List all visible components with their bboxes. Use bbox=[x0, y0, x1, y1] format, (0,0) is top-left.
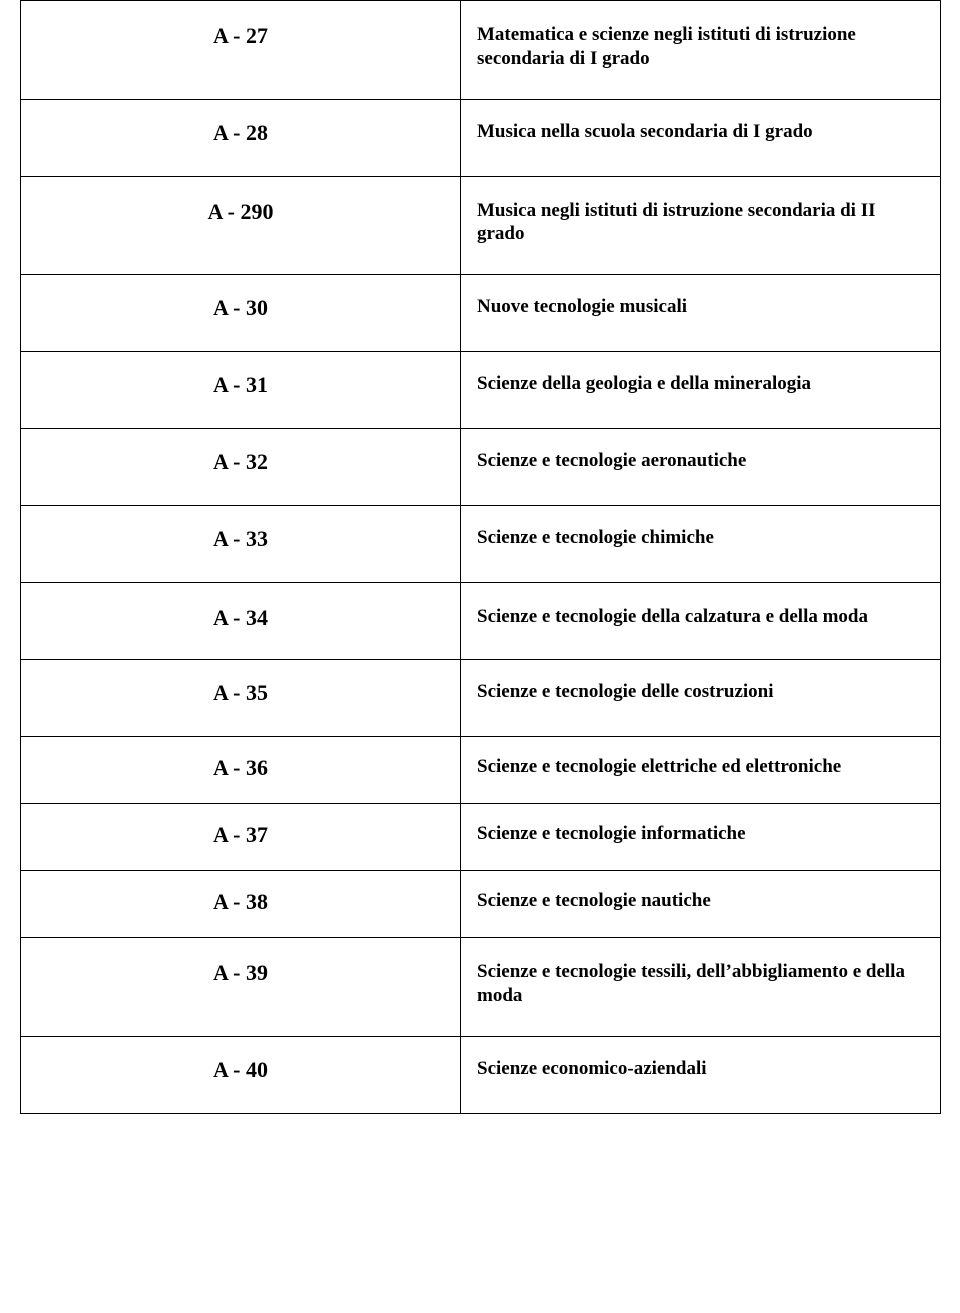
table-row: A - 28 Musica nella scuola secondaria di… bbox=[21, 99, 941, 176]
code-cell: A - 36 bbox=[21, 737, 461, 804]
code-cell: A - 40 bbox=[21, 1036, 461, 1113]
desc-cell: Scienze economico-aziendali bbox=[461, 1036, 941, 1113]
desc-cell: Scienze e tecnologie aeronautiche bbox=[461, 429, 941, 506]
code-cell: A - 35 bbox=[21, 660, 461, 737]
codes-table: A - 27 Matematica e scienze negli istitu… bbox=[20, 0, 941, 1114]
table-row: A - 37 Scienze e tecnologie informatiche bbox=[21, 804, 941, 871]
table-row: A - 38 Scienze e tecnologie nautiche bbox=[21, 871, 941, 938]
desc-cell: Musica nella scuola secondaria di I grad… bbox=[461, 99, 941, 176]
table-row: A - 36 Scienze e tecnologie elettriche e… bbox=[21, 737, 941, 804]
table-row: A - 40 Scienze economico-aziendali bbox=[21, 1036, 941, 1113]
code-cell: A - 37 bbox=[21, 804, 461, 871]
desc-cell: Scienze e tecnologie chimiche bbox=[461, 506, 941, 583]
code-cell: A - 32 bbox=[21, 429, 461, 506]
table-row: A - 290 Musica negli istituti di istruzi… bbox=[21, 176, 941, 275]
desc-cell: Scienze della geologia e della mineralog… bbox=[461, 352, 941, 429]
desc-cell: Scienze e tecnologie elettriche ed elett… bbox=[461, 737, 941, 804]
table-row: A - 34 Scienze e tecnologie della calzat… bbox=[21, 583, 941, 660]
table-row: A - 30 Nuove tecnologie musicali bbox=[21, 275, 941, 352]
desc-cell: Scienze e tecnologie informatiche bbox=[461, 804, 941, 871]
code-cell: A - 30 bbox=[21, 275, 461, 352]
code-cell: A - 290 bbox=[21, 176, 461, 275]
table-row: A - 39 Scienze e tecnologie tessili, del… bbox=[21, 938, 941, 1037]
table-row: A - 31 Scienze della geologia e della mi… bbox=[21, 352, 941, 429]
desc-cell: Scienze e tecnologie nautiche bbox=[461, 871, 941, 938]
table-row: A - 32 Scienze e tecnologie aeronautiche bbox=[21, 429, 941, 506]
code-cell: A - 33 bbox=[21, 506, 461, 583]
document-page: A - 27 Matematica e scienze negli istitu… bbox=[0, 0, 960, 1114]
code-cell: A - 27 bbox=[21, 1, 461, 100]
code-cell: A - 38 bbox=[21, 871, 461, 938]
code-cell: A - 28 bbox=[21, 99, 461, 176]
desc-cell: Scienze e tecnologie della calzatura e d… bbox=[461, 583, 941, 660]
desc-cell: Matematica e scienze negli istituti di i… bbox=[461, 1, 941, 100]
desc-cell: Scienze e tecnologie delle costruzioni bbox=[461, 660, 941, 737]
code-cell: A - 34 bbox=[21, 583, 461, 660]
table-row: A - 27 Matematica e scienze negli istitu… bbox=[21, 1, 941, 100]
desc-cell: Musica negli istituti di istruzione seco… bbox=[461, 176, 941, 275]
code-cell: A - 39 bbox=[21, 938, 461, 1037]
code-cell: A - 31 bbox=[21, 352, 461, 429]
desc-cell: Scienze e tecnologie tessili, dell’abbig… bbox=[461, 938, 941, 1037]
desc-cell: Nuove tecnologie musicali bbox=[461, 275, 941, 352]
table-row: A - 33 Scienze e tecnologie chimiche bbox=[21, 506, 941, 583]
table-row: A - 35 Scienze e tecnologie delle costru… bbox=[21, 660, 941, 737]
